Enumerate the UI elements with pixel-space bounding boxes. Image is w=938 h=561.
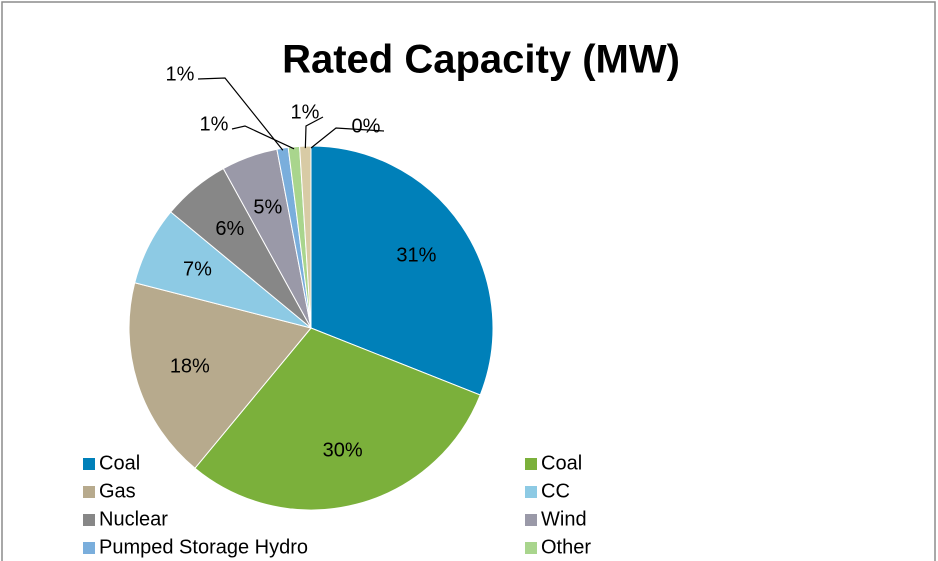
leader-line xyxy=(310,127,385,149)
leader-line xyxy=(231,125,295,150)
chart-title: Rated Capacity (MW) xyxy=(282,38,680,82)
legend-swatch xyxy=(83,542,95,554)
legend-swatch xyxy=(83,514,95,526)
legend-swatch xyxy=(525,514,537,526)
data-label: 31% xyxy=(396,245,436,267)
data-label: 18% xyxy=(170,356,210,378)
legend-label: CC xyxy=(541,480,570,502)
legend-label: Nuclear xyxy=(99,508,168,530)
legend-label: Pumped Storage Hydro xyxy=(99,536,308,558)
legend: Coal Coal Gas CC Nuclear Wind Pumped Storage H… xyxy=(83,452,591,558)
legend-swatch xyxy=(83,458,95,470)
legend-swatch xyxy=(525,542,537,554)
leader-line xyxy=(304,116,324,149)
data-label: 0% xyxy=(352,115,381,137)
legend-label: Coal xyxy=(541,452,582,474)
legend-label: Gas xyxy=(99,480,136,502)
legend-label: Wind xyxy=(541,508,587,530)
pie-slice xyxy=(194,327,481,511)
data-label: 1% xyxy=(200,113,229,135)
data-label: 5% xyxy=(253,196,282,218)
pie: 31% 30% 18% 7%6% 5% 1% 1% 1% 0% xyxy=(128,63,494,511)
data-label: 6% xyxy=(215,218,244,240)
leader-line xyxy=(197,77,284,151)
data-label: 7% xyxy=(183,258,212,280)
legend-label: Other xyxy=(541,536,591,558)
pie-slice xyxy=(310,145,494,396)
legend-swatch xyxy=(525,458,537,470)
data-label: 1% xyxy=(166,63,195,85)
legend-swatch xyxy=(525,486,537,498)
legend-swatch xyxy=(83,486,95,498)
pie-slice xyxy=(128,282,312,469)
legend-label: Coal xyxy=(99,452,140,474)
data-label: 30% xyxy=(323,440,363,462)
data-label: 1% xyxy=(291,101,320,123)
